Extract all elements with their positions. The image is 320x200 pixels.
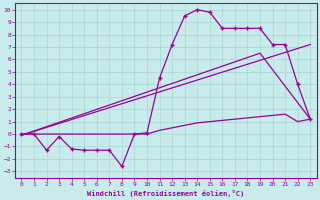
X-axis label: Windchill (Refroidissement éolien,°C): Windchill (Refroidissement éolien,°C) — [87, 190, 244, 197]
